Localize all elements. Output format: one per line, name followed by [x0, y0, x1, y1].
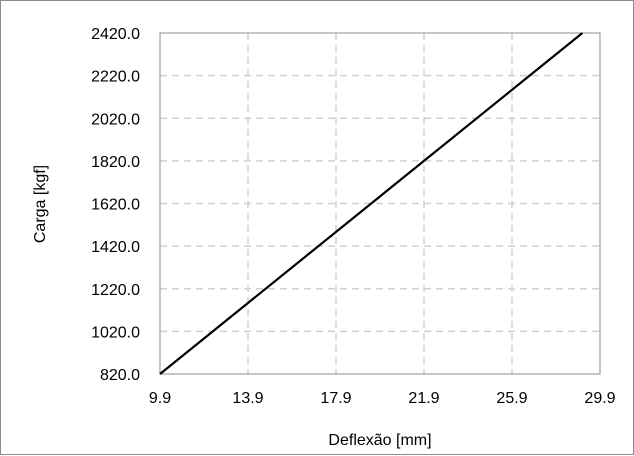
series-layer	[159, 32, 584, 375]
x-tick-label: 13.9	[232, 390, 263, 407]
y-tick-label: 1820.0	[91, 154, 140, 171]
x-tick-labels: 9.9 13.9 17.9 21.9 25.9 29.9	[149, 390, 616, 407]
y-tick-label: 820.0	[100, 367, 140, 384]
y-axis-title: Carga [kgf]	[32, 165, 49, 243]
x-axis-title: Deflexão [mm]	[328, 432, 431, 449]
series-line	[159, 32, 584, 375]
y-tick-label: 1220.0	[91, 282, 140, 299]
grid-layer	[160, 33, 600, 374]
plot-area	[159, 32, 601, 375]
y-tick-label: 1420.0	[91, 239, 140, 256]
x-tick-label: 17.9	[320, 390, 351, 407]
y-tick-label: 2220.0	[91, 69, 140, 86]
y-tick-label: 2020.0	[91, 111, 140, 128]
x-tick-label: 21.9	[408, 390, 439, 407]
x-tick-label: 9.9	[149, 390, 171, 407]
y-tick-label: 1020.0	[91, 324, 140, 341]
x-tick-label: 29.9	[584, 390, 615, 407]
y-tick-label: 1620.0	[91, 197, 140, 214]
x-tick-label: 25.9	[496, 390, 527, 407]
y-tick-label: 2420.0	[91, 26, 140, 43]
y-tick-labels: 820.0 1020.0 1220.0 1420.0 1620.0 1820.0 2020.…	[91, 26, 140, 384]
